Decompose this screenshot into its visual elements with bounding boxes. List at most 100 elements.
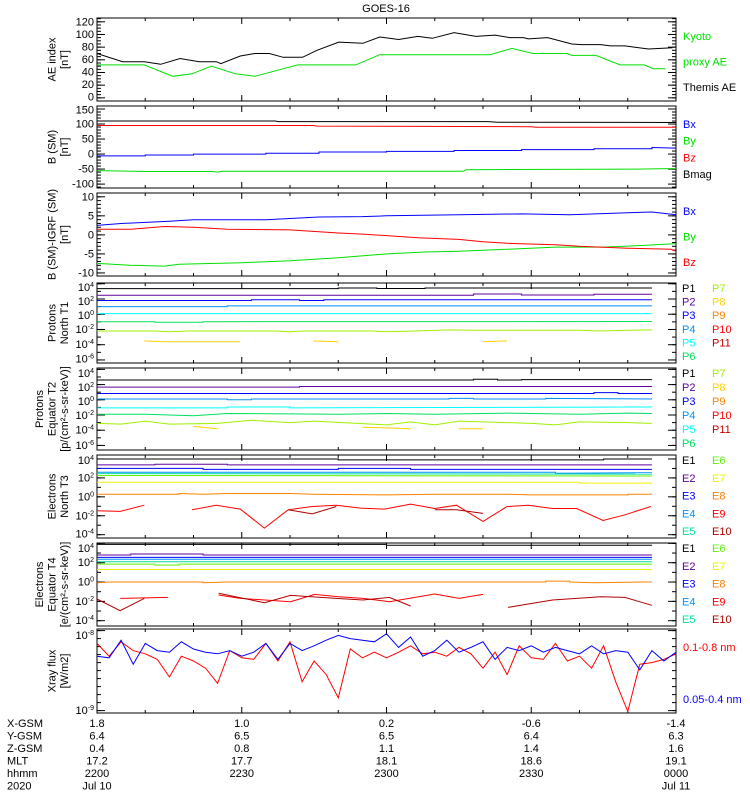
- legend-entry: E6: [712, 455, 725, 467]
- y-tick-exponent: 0: [90, 310, 94, 317]
- x-row-value: 0.2: [379, 718, 394, 730]
- series-line-p8: [362, 426, 411, 430]
- y-axis-label-line: [nT]: [59, 138, 71, 157]
- legend-entry: Themis AE: [683, 82, 736, 94]
- series-line-e10: [96, 597, 145, 612]
- x-row-value: 6.5: [379, 731, 394, 743]
- y-tick-label: 102: [78, 296, 94, 308]
- y-tick-label: 100: [78, 310, 94, 322]
- series-line-p1: [97, 287, 652, 290]
- legend-entry: P9: [712, 310, 725, 322]
- legend-entry: P5: [682, 424, 695, 436]
- y-axis-label-line: Xray flux: [47, 649, 59, 692]
- series-line-0-1-0-8-nm: [96, 640, 677, 713]
- y-axis-label-line: North T1: [59, 302, 71, 345]
- y-tick-label: 10-4: [76, 339, 95, 351]
- x-row-label: X-GSM: [7, 718, 43, 730]
- x-row-label: Z-GSM: [7, 743, 42, 755]
- series-line-e6: [97, 563, 652, 566]
- x-row-label: MLT: [7, 756, 28, 768]
- series-line-e3: [97, 467, 652, 470]
- legend-entry: P8: [712, 297, 725, 309]
- y-tick-label: -100: [72, 179, 94, 191]
- legend-entry: E2: [682, 561, 695, 573]
- y-tick-exponent: -4: [88, 615, 94, 622]
- legend-entry: E5: [682, 614, 695, 626]
- y-tick-label: 100: [76, 119, 94, 131]
- y-axis-label-line: B (SM): [47, 130, 59, 164]
- x-row-value: 6.4: [89, 731, 104, 743]
- y-tick-label: 0: [88, 149, 94, 161]
- series-line-e2: [97, 463, 652, 466]
- x-row-value: 1.1: [379, 743, 394, 755]
- series-line-e9: [218, 593, 484, 603]
- y-tick-label: 60: [82, 54, 94, 66]
- plot-frame: [96, 105, 677, 189]
- legend-entry: P5: [682, 337, 695, 349]
- y-tick-label: 10-2: [76, 410, 95, 422]
- series-line-0-05-0-4-nm: [96, 633, 677, 671]
- y-tick-exponent: -2: [88, 324, 94, 331]
- y-tick-label: 50: [82, 134, 94, 146]
- x-row-value: 18.1: [376, 756, 397, 768]
- panel-7: 104 102 100 10-2 10-4 Electrons Equator T4 [e/(…: [34, 542, 732, 628]
- x-row-value: 1.8: [89, 718, 104, 730]
- legend-entry: P10: [712, 324, 732, 336]
- series-line-p1: [97, 378, 652, 381]
- y-tick-label: 104: [78, 455, 94, 467]
- x-row-value: 19.1: [665, 756, 686, 768]
- x-row-value: Jul 11: [662, 781, 691, 793]
- series-line-bz: [97, 225, 677, 252]
- series-line-bx: [96, 211, 677, 226]
- y-tick-exponent: 0: [90, 577, 94, 584]
- series-line-p8: [313, 340, 339, 343]
- legend-entry: P11: [712, 424, 731, 436]
- y-tick-exponent: 4: [90, 455, 94, 462]
- legend-entry: Bmag: [683, 169, 712, 181]
- series-line-p6: [97, 412, 652, 417]
- y-tick-label: 10-2: [76, 510, 95, 522]
- y-tick-exponent: -4: [88, 529, 94, 536]
- x-row-value: 17.2: [86, 756, 107, 768]
- y-axis-label-line: Electrons: [34, 561, 46, 607]
- y-axis-label-line: [nT]: [59, 225, 71, 244]
- legend-entry: P3: [682, 396, 695, 408]
- series-line-e6: [96, 475, 652, 477]
- x-row-value: 2300: [374, 768, 398, 780]
- x-row-value: 0.8: [234, 743, 249, 755]
- y-tick-label: 120: [76, 16, 94, 28]
- y-tick-label: 10-2: [76, 324, 95, 336]
- series-line-e9: [192, 503, 652, 529]
- legend-entry: E7: [712, 561, 725, 573]
- y-axis-label-line: [e/(cm²-s-sr-keV)]: [59, 542, 71, 628]
- x-row-label: Y-GSM: [7, 731, 42, 743]
- x-row-value: 0.4: [89, 743, 104, 755]
- y-tick-label: 10-9: [76, 705, 95, 717]
- y-axis-label-line: Equator T2: [47, 382, 59, 436]
- y-tick-exponent: -6: [88, 440, 94, 447]
- y-tick-exponent: 4: [90, 543, 94, 550]
- series-line-e1: [97, 543, 652, 546]
- y-tick-label: 10: [82, 192, 94, 204]
- plot-frame: [96, 628, 677, 714]
- x-row-value: 2230: [230, 768, 254, 780]
- series-line-p8: [144, 340, 241, 343]
- y-tick-exponent: -8: [88, 630, 94, 637]
- y-tick-label: 104: [78, 368, 94, 380]
- y-tick-exponent: -2: [88, 510, 94, 517]
- series-line-e9: [120, 596, 168, 599]
- legend-entry: P2: [682, 297, 695, 309]
- legend-entry: P6: [682, 351, 695, 363]
- y-tick-label: 100: [78, 491, 94, 503]
- legend-entry: E7: [712, 473, 725, 485]
- y-tick-label: 10-2: [76, 596, 95, 608]
- y-tick-label: 5: [88, 210, 94, 222]
- series-line-p5: [97, 406, 652, 409]
- series-line-e9: [96, 504, 145, 512]
- panel-8: 10-8 10-9 Xray flux [W/m2] 0.1-0.8 nm 0.05-0.…: [47, 628, 742, 717]
- legend-entry: E10: [712, 614, 732, 626]
- x-row-value: 6.3: [668, 731, 683, 743]
- y-axis-label-line: B (SM)-IGRF (SM): [47, 189, 59, 280]
